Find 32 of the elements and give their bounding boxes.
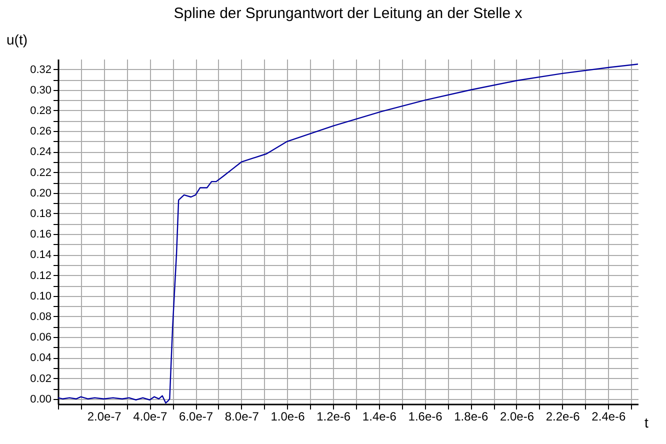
y-tick-label: 0.28	[30, 104, 52, 117]
y-tick-label: 0.16	[30, 228, 52, 241]
y-tick-label: 0.18	[30, 208, 52, 220]
y-tick-label: 0.30	[30, 84, 52, 96]
y-tick-label: 0.14	[30, 249, 52, 262]
x-tick-label: 2.4e-6	[592, 410, 626, 424]
x-tick-label: 2.0e-7	[87, 410, 122, 424]
x-tick-label: 4.0e-7	[133, 410, 168, 424]
y-tick-label: 0.02	[30, 372, 52, 385]
x-tick-label: 2.0e-6	[500, 410, 534, 424]
y-tick-label: 0.12	[30, 270, 52, 282]
chart-title: Spline der Sprungantwort der Leitung an der Stelle x	[174, 5, 523, 22]
y-tick-label: 0.00	[30, 393, 52, 406]
y-axis-title: u(t)	[6, 32, 28, 48]
y-tick-label: 0.32	[30, 64, 52, 76]
x-tick-label: 1.4e-6	[362, 410, 397, 424]
x-tick-label: 6.0e-7	[179, 410, 214, 424]
y-tick-label: 0.04	[30, 352, 52, 364]
y-tick-label: 0.06	[30, 332, 52, 344]
y-tick-label: 0.20	[30, 187, 52, 200]
x-tick-label: 1.2e-6	[316, 410, 351, 424]
y-tick-label: 0.24	[30, 146, 52, 158]
x-tick-label: 1.6e-6	[408, 410, 443, 424]
y-tick-label: 0.08	[30, 310, 52, 323]
x-tick-label: 8.0e-7	[224, 410, 260, 424]
y-tick-label: 0.26	[30, 126, 52, 138]
x-tick-label: 1.0e-6	[270, 410, 306, 424]
x-axis-title: t	[644, 414, 648, 430]
y-tick-label: 0.22	[30, 166, 52, 179]
x-tick-label: 1.8e-6	[454, 410, 488, 424]
x-tick-label: 2.2e-6	[546, 410, 580, 424]
y-tick-label: 0.10	[30, 290, 52, 302]
